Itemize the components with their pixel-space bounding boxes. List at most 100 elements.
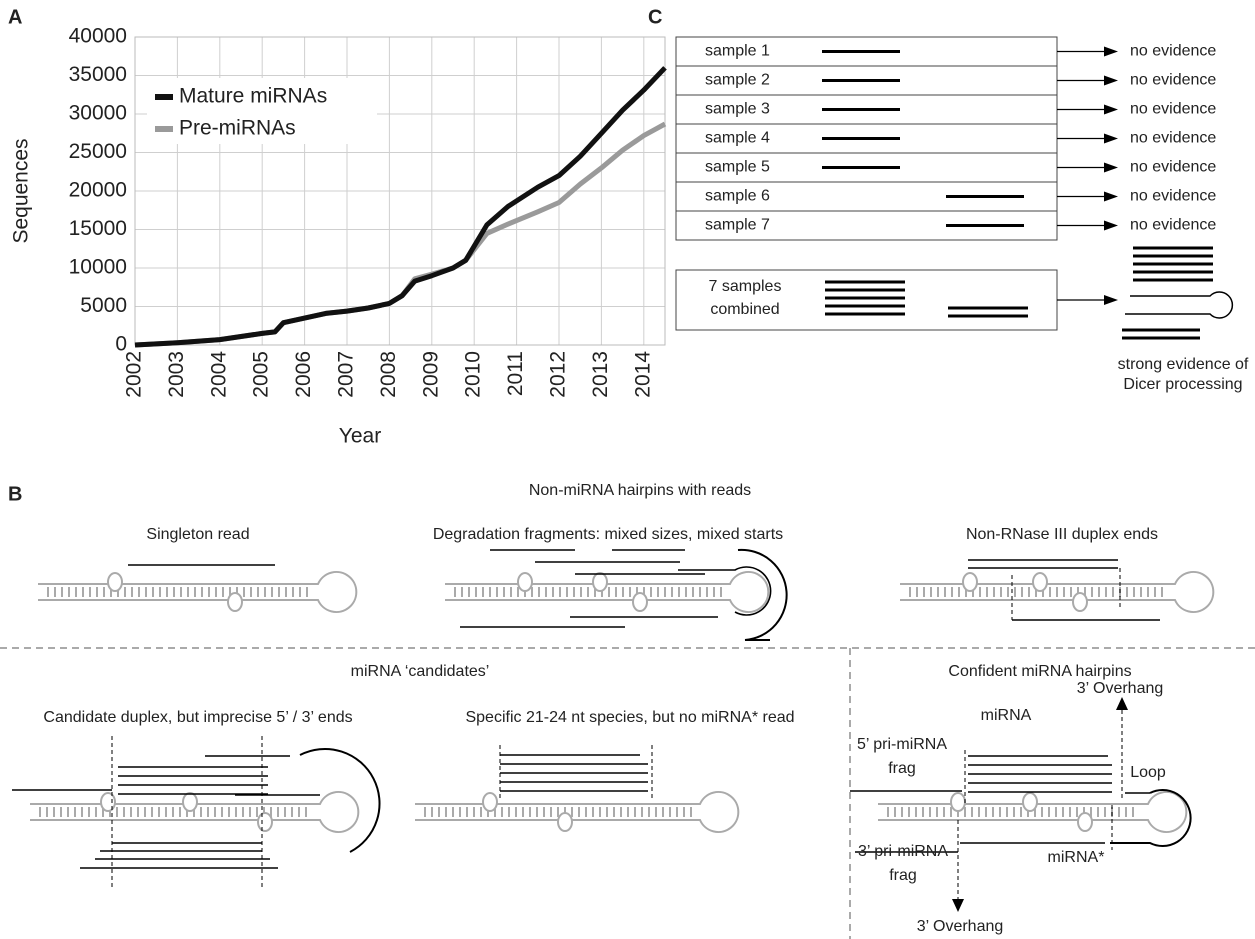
label: Candidate duplex, but imprecise 5’ / 3’ … [43, 709, 352, 726]
bulge [108, 573, 122, 591]
series-line [135, 124, 665, 345]
label: no evidence [1130, 188, 1216, 205]
label: Singleton read [146, 526, 249, 543]
arrow-head [1104, 163, 1118, 173]
bulge [258, 813, 272, 831]
label: frag [888, 760, 916, 777]
label: sample 4 [705, 130, 770, 147]
x-tick-label: 2004 [207, 351, 230, 398]
mini-hairpin [1125, 292, 1232, 318]
label: sample 3 [705, 101, 770, 118]
y-tick-label: 40000 [69, 25, 127, 48]
bulge [183, 793, 197, 811]
label: Degradation fragments: mixed sizes, mixe… [433, 526, 783, 543]
label: 3’ Overhang [917, 918, 1004, 935]
label: sample 6 [705, 188, 770, 205]
arrow-head [1104, 192, 1118, 202]
bulge [951, 793, 965, 811]
read [300, 749, 380, 852]
label: sample 7 [705, 217, 770, 234]
hairpin [878, 792, 1186, 832]
x-tick-label: 2009 [419, 351, 442, 398]
hairpin [38, 572, 356, 612]
y-tick-label: 5000 [80, 294, 127, 317]
legend-label: Pre-miRNAs [179, 117, 296, 140]
y-tick-label: 35000 [69, 63, 127, 86]
label: 3’ Overhang [1077, 680, 1164, 697]
x-tick-label: 2003 [165, 351, 188, 398]
arrow-head [1104, 295, 1118, 305]
label: 3’ pri-miRNA [858, 843, 948, 860]
label: no evidence [1130, 159, 1216, 176]
arrow-head [952, 899, 964, 912]
arrow-head [1104, 76, 1118, 86]
arrow-head [1104, 221, 1118, 231]
bulge [228, 593, 242, 611]
y-tick-label: 10000 [69, 256, 127, 279]
label: no evidence [1130, 101, 1216, 118]
hairpin [30, 792, 358, 832]
label: no evidence [1130, 72, 1216, 89]
hairpin [415, 792, 738, 832]
label: Non-RNase III duplex ends [966, 526, 1158, 543]
bulge [483, 793, 497, 811]
stem [38, 572, 356, 612]
legend-label: Mature miRNAs [179, 85, 327, 108]
arrow-head [1104, 47, 1118, 57]
label: miRNA [981, 707, 1032, 724]
y-tick-label: 30000 [69, 102, 127, 125]
bulge [1023, 793, 1037, 811]
bulge [593, 573, 607, 591]
bulge [518, 573, 532, 591]
y-tick-label: 20000 [69, 179, 127, 202]
x-axis-label: Year [339, 425, 381, 448]
x-tick-label: 2012 [547, 351, 570, 398]
bulge [1078, 813, 1092, 831]
panel-label: A [8, 6, 22, 28]
arrow-head [1104, 134, 1118, 144]
label: strong evidence of [1118, 356, 1249, 373]
x-tick-label: 2005 [250, 351, 273, 398]
y-tick-label: 25000 [69, 140, 127, 163]
label: Confident miRNA hairpins [948, 663, 1131, 680]
bulge [558, 813, 572, 831]
label: sample 5 [705, 159, 770, 176]
panel-label: B [8, 483, 22, 505]
panel-label: C [648, 6, 662, 28]
x-tick-label: 2008 [377, 351, 400, 398]
label: miRNA ‘candidates’ [351, 663, 490, 680]
label: 7 samples [709, 278, 782, 295]
x-tick-label: 2014 [631, 351, 654, 398]
bulge [963, 573, 977, 591]
bulge [1033, 573, 1047, 591]
label: Loop [1130, 764, 1166, 781]
label: sample 1 [705, 43, 770, 60]
label: 5’ pri-miRNA [857, 736, 947, 753]
hairpin [445, 572, 768, 612]
label: combined [710, 301, 779, 318]
figure: A B C 0500010000150002000025000300003500… [0, 0, 1255, 939]
label: Dicer processing [1123, 376, 1242, 393]
label: no evidence [1130, 130, 1216, 147]
x-tick-label: 2002 [123, 351, 146, 398]
bulge [1073, 593, 1087, 611]
y-axis-label: Sequences [10, 138, 33, 243]
label: frag [889, 867, 917, 884]
arrow-head [1104, 105, 1118, 115]
label: Non-miRNA hairpins with reads [529, 482, 751, 499]
label: Specific 21-24 nt species, but no miRNA*… [465, 709, 794, 726]
read [738, 550, 787, 640]
label: sample 2 [705, 72, 770, 89]
y-tick-label: 15000 [69, 217, 127, 240]
arrow-head [1116, 697, 1128, 710]
bulge [633, 593, 647, 611]
stem [415, 792, 738, 832]
x-tick-label: 2013 [589, 351, 612, 398]
x-tick-label: 2011 [504, 351, 527, 396]
label: no evidence [1130, 217, 1216, 234]
bulge [101, 793, 115, 811]
x-tick-label: 2007 [335, 351, 358, 398]
label: no evidence [1130, 43, 1216, 60]
label: miRNA* [1048, 849, 1105, 866]
x-tick-label: 2010 [462, 351, 485, 398]
